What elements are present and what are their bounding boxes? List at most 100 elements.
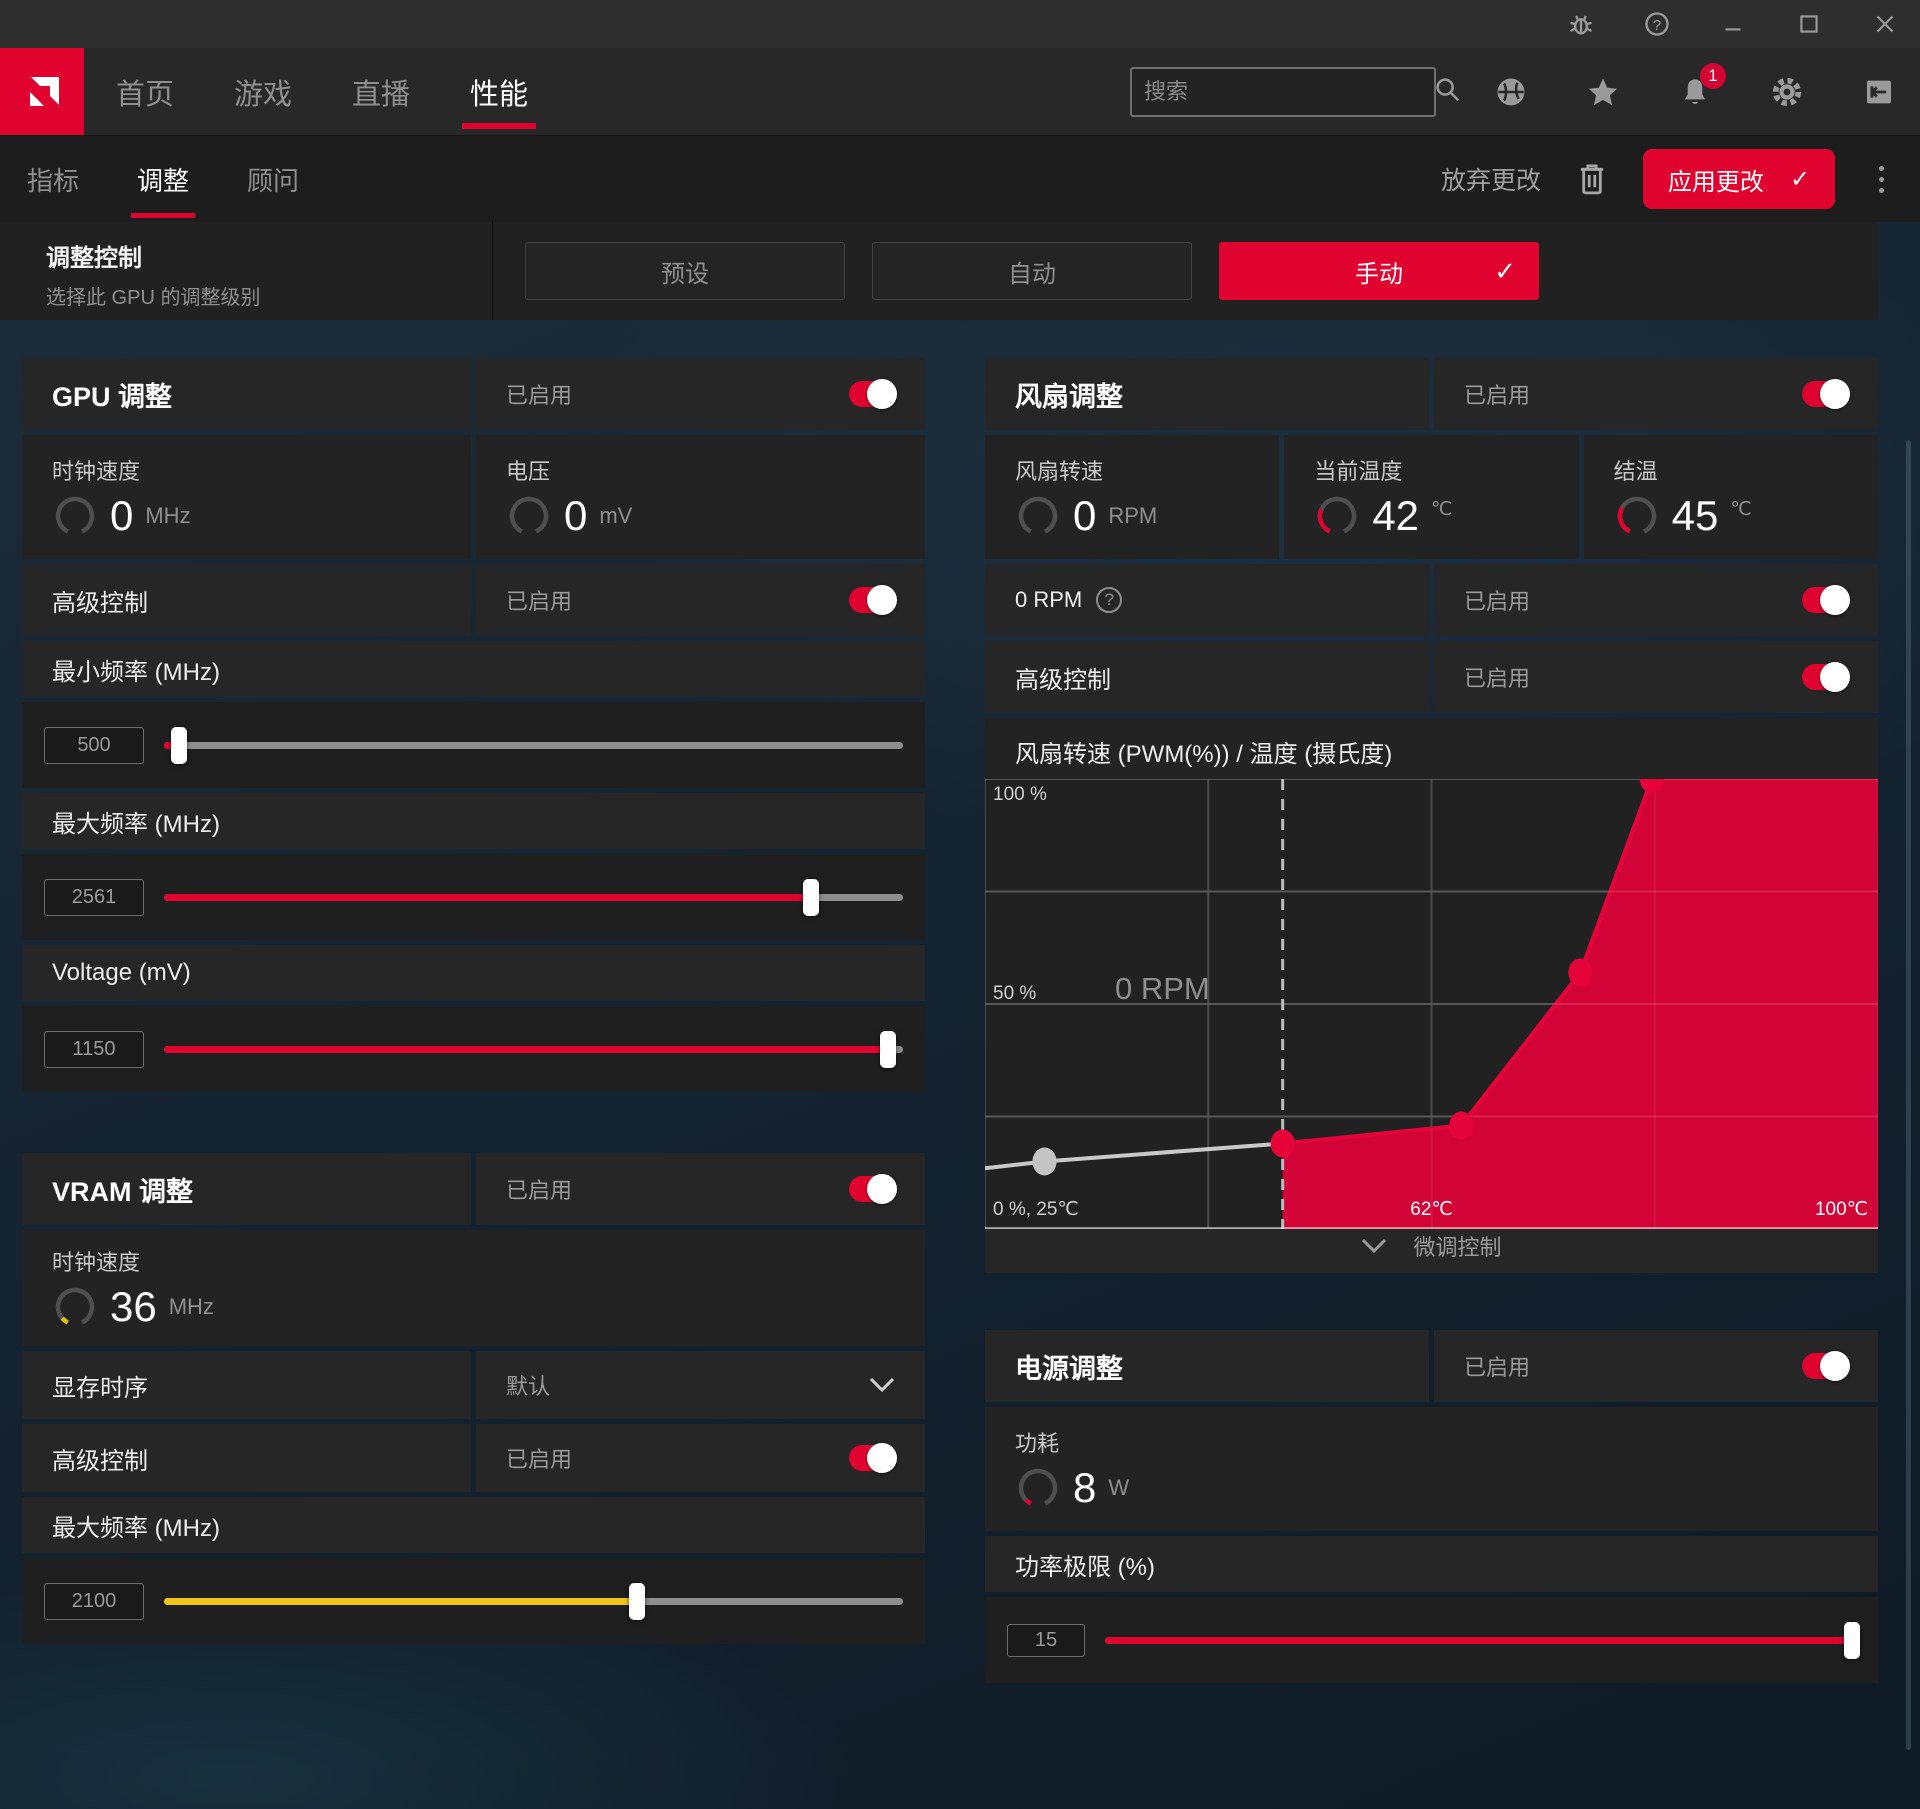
fan-curve-svg[interactable] [985, 779, 1878, 1229]
fan-speed-label: 风扇转速 [1015, 459, 1104, 484]
vram-max-frequency-slider[interactable] [164, 1582, 903, 1621]
gpu-clock-gauge: 时钟速度 0 MHz [22, 435, 471, 559]
gauge-icon [1018, 1468, 1058, 1508]
power-limit-slider[interactable] [1105, 1621, 1861, 1660]
gpu-enabled-toggle[interactable] [849, 379, 897, 409]
apply-changes-label: 应用更改 [1667, 168, 1764, 196]
vram-tuning-card: VRAM 调整 已启用 时钟速度 36 MHz [22, 1153, 925, 1644]
amd-logo[interactable] [0, 48, 84, 135]
tab-tuning[interactable]: 调整 [131, 137, 196, 222]
check-icon: ✓ [1494, 255, 1516, 286]
x-axis-label-62: 62℃ [1410, 1199, 1453, 1220]
gpu-advanced-row: 高级控制 [22, 564, 471, 636]
max-frequency-value-box[interactable]: 2561 [44, 878, 144, 916]
notification-badge: 1 [1700, 62, 1726, 89]
power-enabled-toggle[interactable] [1802, 1351, 1850, 1381]
power-enabled-row: 已启用 [1434, 1330, 1878, 1402]
vram-max-frequency-value-box[interactable]: 2100 [44, 1582, 144, 1620]
slider-handle[interactable] [1844, 1621, 1861, 1659]
vram-enabled-row: 已启用 [476, 1153, 925, 1225]
tuning-control-title: 调整控制 [46, 245, 142, 272]
question-help-icon[interactable]: ? [1096, 587, 1123, 613]
slider-fill [164, 1597, 637, 1605]
tuning-option-auto[interactable]: 自动 [872, 242, 1192, 300]
gpu-advanced-toggle[interactable] [849, 585, 897, 615]
notifications-bell-icon[interactable]: 1 [1678, 62, 1726, 109]
y-axis-label-100: 100 % [993, 784, 1047, 805]
vertical-scrollbar[interactable] [1906, 440, 1911, 1750]
tab-advisor[interactable]: 顾问 [247, 165, 300, 196]
tuning-level-options: 预设 自动 手动 ✓ [525, 242, 1539, 300]
fan-curve-plot[interactable]: 100 % 50 % 0 RPM 0 %, 25℃ 62℃ 100℃ [985, 779, 1878, 1229]
gpu-voltage-slider-label-row: Voltage (mV) [22, 945, 925, 1001]
y-axis-label-50: 50 % [993, 983, 1037, 1004]
vram-advanced-toggle[interactable] [849, 1443, 897, 1473]
help-icon[interactable]: ? [1642, 9, 1672, 39]
trash-icon[interactable] [1575, 161, 1609, 197]
nav-item-home[interactable]: 首页 [116, 78, 175, 111]
gpu-clock-value: 0 [110, 492, 134, 539]
gpu-voltage-label: 电压 [506, 459, 551, 484]
search-box[interactable] [1130, 66, 1460, 117]
check-icon: ✓ [1789, 165, 1811, 193]
slider-handle[interactable] [802, 878, 819, 916]
minimize-button[interactable] [1718, 9, 1748, 39]
fan-gauges-row: 风扇转速 0 RPM 当前温度 [985, 435, 1878, 559]
globe-icon[interactable] [1494, 75, 1528, 109]
min-frequency-slider[interactable] [164, 726, 903, 765]
junction-temp-label: 结温 [1613, 459, 1658, 484]
gpu-clock-unit: MHz [145, 503, 191, 528]
gpu-voltage-value-box[interactable]: 1150 [44, 1030, 144, 1068]
vram-enabled-toggle[interactable] [849, 1174, 897, 1204]
search-icon[interactable] [1432, 74, 1462, 109]
tuning-control-subtitle: 选择此 GPU 的调整级别 [46, 287, 261, 309]
slider-fill [1105, 1636, 1853, 1644]
gpu-advanced-enabled-row: 已启用 [476, 564, 925, 636]
maximize-button[interactable] [1794, 9, 1824, 39]
max-frequency-slider[interactable] [164, 878, 903, 917]
fan-enabled-row: 已启用 [1434, 358, 1878, 430]
apply-changes-button[interactable]: 应用更改 ✓ [1643, 149, 1835, 209]
min-frequency-value-box[interactable]: 500 [44, 726, 144, 764]
power-card-title: 电源调整 [985, 1330, 1429, 1402]
tuning-option-manual[interactable]: 手动 ✓ [1219, 242, 1539, 300]
fan-enabled-label: 已启用 [1464, 383, 1531, 408]
fan-enabled-toggle[interactable] [1802, 379, 1850, 409]
slider-track[interactable] [164, 741, 903, 749]
bug-report-icon[interactable] [1566, 9, 1596, 39]
close-button[interactable] [1870, 9, 1900, 39]
nav-item-performance[interactable]: 性能 [462, 53, 537, 131]
favorites-star-icon[interactable] [1586, 75, 1620, 109]
tuning-content: 调整控制 选择此 GPU 的调整级别 预设 自动 手动 ✓ GPU 调整 已启用 [0, 222, 1920, 1809]
tuning-option-preset[interactable]: 预设 [525, 242, 845, 300]
more-options-kebab-icon[interactable] [1869, 160, 1894, 199]
search-input[interactable] [1144, 78, 1432, 105]
discard-changes-button[interactable]: 放弃更改 [1440, 167, 1541, 195]
gpu-voltage-slider-row: 1150 [22, 1006, 925, 1092]
fan-tuning-card: 风扇调整 已启用 风扇转速 0 RPM [985, 358, 1878, 1273]
gpu-card-title: GPU 调整 [22, 358, 471, 430]
vram-clock-gauge: 时钟速度 36 MHz [22, 1230, 925, 1346]
slider-fill [164, 893, 811, 901]
zero-rpm-enabled-label: 已启用 [1464, 589, 1531, 614]
slider-handle[interactable] [170, 726, 187, 764]
tab-metrics[interactable]: 指标 [27, 165, 80, 196]
slider-handle[interactable] [628, 1582, 645, 1620]
performance-subnav: 指标 调整 顾问 放弃更改 应用更改 ✓ [0, 135, 1920, 222]
vram-timing-dropdown[interactable]: 默认 [476, 1351, 925, 1419]
exit-collapse-icon[interactable] [1862, 75, 1896, 109]
settings-gear-icon[interactable] [1770, 75, 1804, 109]
fan-advanced-toggle[interactable] [1802, 662, 1850, 692]
vram-clock-value: 36 [110, 1283, 157, 1330]
min-frequency-slider-row: 500 [22, 702, 925, 788]
slider-handle[interactable] [880, 1030, 897, 1068]
power-limit-value-box[interactable]: 15 [1007, 1623, 1085, 1657]
x-axis-label-max: 100℃ [1814, 1199, 1868, 1220]
nav-item-games[interactable]: 游戏 [234, 78, 293, 111]
gauge-icon [55, 1287, 95, 1327]
vram-advanced-row: 高级控制 [22, 1424, 471, 1492]
nav-item-streaming[interactable]: 直播 [352, 78, 411, 111]
zero-rpm-toggle[interactable] [1802, 585, 1850, 615]
junction-temp-gauge: 结温 45 ℃ [1583, 435, 1878, 559]
gpu-voltage-slider[interactable] [164, 1030, 903, 1069]
